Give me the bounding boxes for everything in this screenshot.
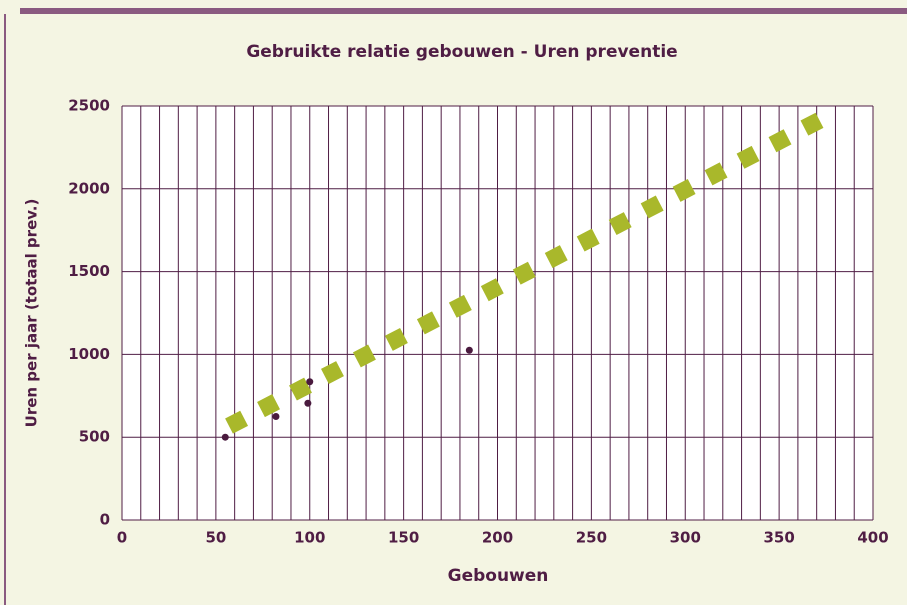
x-tick-label: 100 xyxy=(294,529,325,547)
x-tick-label: 150 xyxy=(388,529,419,547)
y-tick-label: 1000 xyxy=(68,345,110,363)
x-tick-label: 250 xyxy=(576,529,607,547)
data-point xyxy=(221,433,229,441)
x-tick-label: 300 xyxy=(670,529,701,547)
x-tick-label: 350 xyxy=(763,529,794,547)
y-tick-label: 2000 xyxy=(68,179,110,197)
data-point xyxy=(465,346,473,354)
left-border xyxy=(4,14,6,605)
y-tick-label: 1500 xyxy=(68,262,110,280)
y-tick-label: 0 xyxy=(100,511,110,529)
x-tick-label: 50 xyxy=(205,529,226,547)
x-tick-label: 400 xyxy=(857,529,888,547)
y-axis-label: Uren per jaar (totaal prev.) xyxy=(23,199,41,428)
y-tick-label: 500 xyxy=(79,428,110,446)
trend-line xyxy=(225,108,832,434)
chart-title: Gebruikte relatie gebouwen - Uren preven… xyxy=(246,42,677,62)
data-point xyxy=(304,399,312,407)
y-tick-label: 2500 xyxy=(68,97,110,115)
data-point xyxy=(306,378,314,386)
x-tick-label: 200 xyxy=(482,529,513,547)
top-border xyxy=(20,8,907,14)
x-axis-label: Gebouwen xyxy=(448,566,549,586)
data-point xyxy=(272,413,280,420)
x-tick-label: 0 xyxy=(117,529,127,547)
